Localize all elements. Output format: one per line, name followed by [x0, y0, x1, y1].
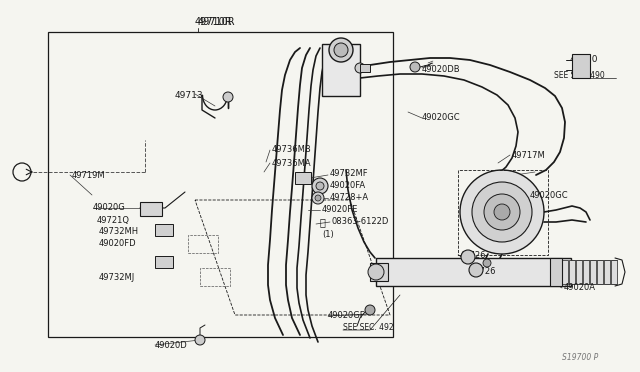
Text: 49710R: 49710R — [195, 17, 232, 27]
Text: Ⓢ: Ⓢ — [319, 217, 325, 227]
Circle shape — [315, 195, 321, 201]
Text: 49020GC: 49020GC — [422, 113, 461, 122]
Circle shape — [316, 182, 324, 190]
Circle shape — [365, 305, 375, 315]
Text: 49719M: 49719M — [72, 170, 106, 180]
Text: (1): (1) — [322, 230, 333, 238]
Bar — [562, 260, 568, 284]
Text: 49020FE: 49020FE — [322, 205, 358, 215]
Text: 49020D: 49020D — [155, 340, 188, 350]
Bar — [590, 260, 596, 284]
Circle shape — [195, 335, 205, 345]
Text: 49717M: 49717M — [512, 151, 546, 160]
Bar — [572, 54, 590, 78]
Bar — [322, 44, 360, 96]
Text: 49020FD: 49020FD — [99, 240, 136, 248]
Bar — [604, 260, 610, 284]
Text: 49720: 49720 — [570, 55, 598, 64]
Circle shape — [312, 178, 328, 194]
Bar — [370, 263, 388, 281]
Circle shape — [223, 92, 233, 102]
Circle shape — [329, 38, 353, 62]
Bar — [140, 202, 162, 216]
Text: 49732MH: 49732MH — [99, 228, 139, 237]
Circle shape — [334, 43, 348, 57]
Bar — [576, 260, 582, 284]
Bar — [295, 172, 311, 184]
Text: 49726: 49726 — [470, 267, 497, 276]
Circle shape — [13, 163, 31, 181]
Circle shape — [460, 170, 544, 254]
Text: 49726: 49726 — [460, 250, 486, 260]
Bar — [155, 256, 173, 268]
Text: 49710R: 49710R — [198, 17, 236, 27]
Text: 49736MB: 49736MB — [272, 145, 312, 154]
Circle shape — [484, 194, 520, 230]
Circle shape — [494, 204, 510, 220]
Text: 49020G: 49020G — [93, 203, 125, 212]
Bar — [550, 258, 562, 286]
Text: SEE SEC. 492: SEE SEC. 492 — [343, 324, 394, 333]
Circle shape — [355, 63, 365, 73]
Circle shape — [410, 62, 420, 72]
Text: 49020GF: 49020GF — [328, 311, 365, 321]
Bar — [458, 170, 548, 255]
Bar — [188, 235, 218, 253]
Text: 49721Q: 49721Q — [97, 215, 130, 224]
Text: A: A — [19, 167, 25, 176]
Circle shape — [469, 263, 483, 277]
Circle shape — [368, 264, 384, 280]
Bar — [360, 64, 370, 72]
Text: 49020FA: 49020FA — [330, 182, 366, 190]
Bar — [611, 260, 617, 284]
Circle shape — [312, 192, 324, 204]
Text: 49020A: 49020A — [564, 283, 596, 292]
Bar — [583, 260, 589, 284]
Text: 49020GC: 49020GC — [530, 190, 568, 199]
Circle shape — [472, 182, 532, 242]
Text: 49020DB: 49020DB — [422, 65, 461, 74]
Bar — [155, 224, 173, 236]
Text: 49728+A: 49728+A — [330, 193, 369, 202]
Bar — [569, 260, 575, 284]
Text: S19700 P: S19700 P — [562, 353, 598, 362]
Text: SEE SEC. 490: SEE SEC. 490 — [554, 71, 605, 80]
Text: 49732MF: 49732MF — [330, 170, 369, 179]
Bar — [376, 258, 571, 286]
Bar — [200, 268, 230, 286]
Circle shape — [483, 259, 491, 267]
Text: 08363-6122D: 08363-6122D — [332, 218, 389, 227]
Text: 49713: 49713 — [175, 90, 204, 99]
Bar — [597, 260, 603, 284]
Text: 49732MJ: 49732MJ — [99, 273, 135, 282]
Bar — [48, 32, 393, 337]
Circle shape — [461, 250, 475, 264]
Text: 49736MA: 49736MA — [272, 158, 312, 167]
